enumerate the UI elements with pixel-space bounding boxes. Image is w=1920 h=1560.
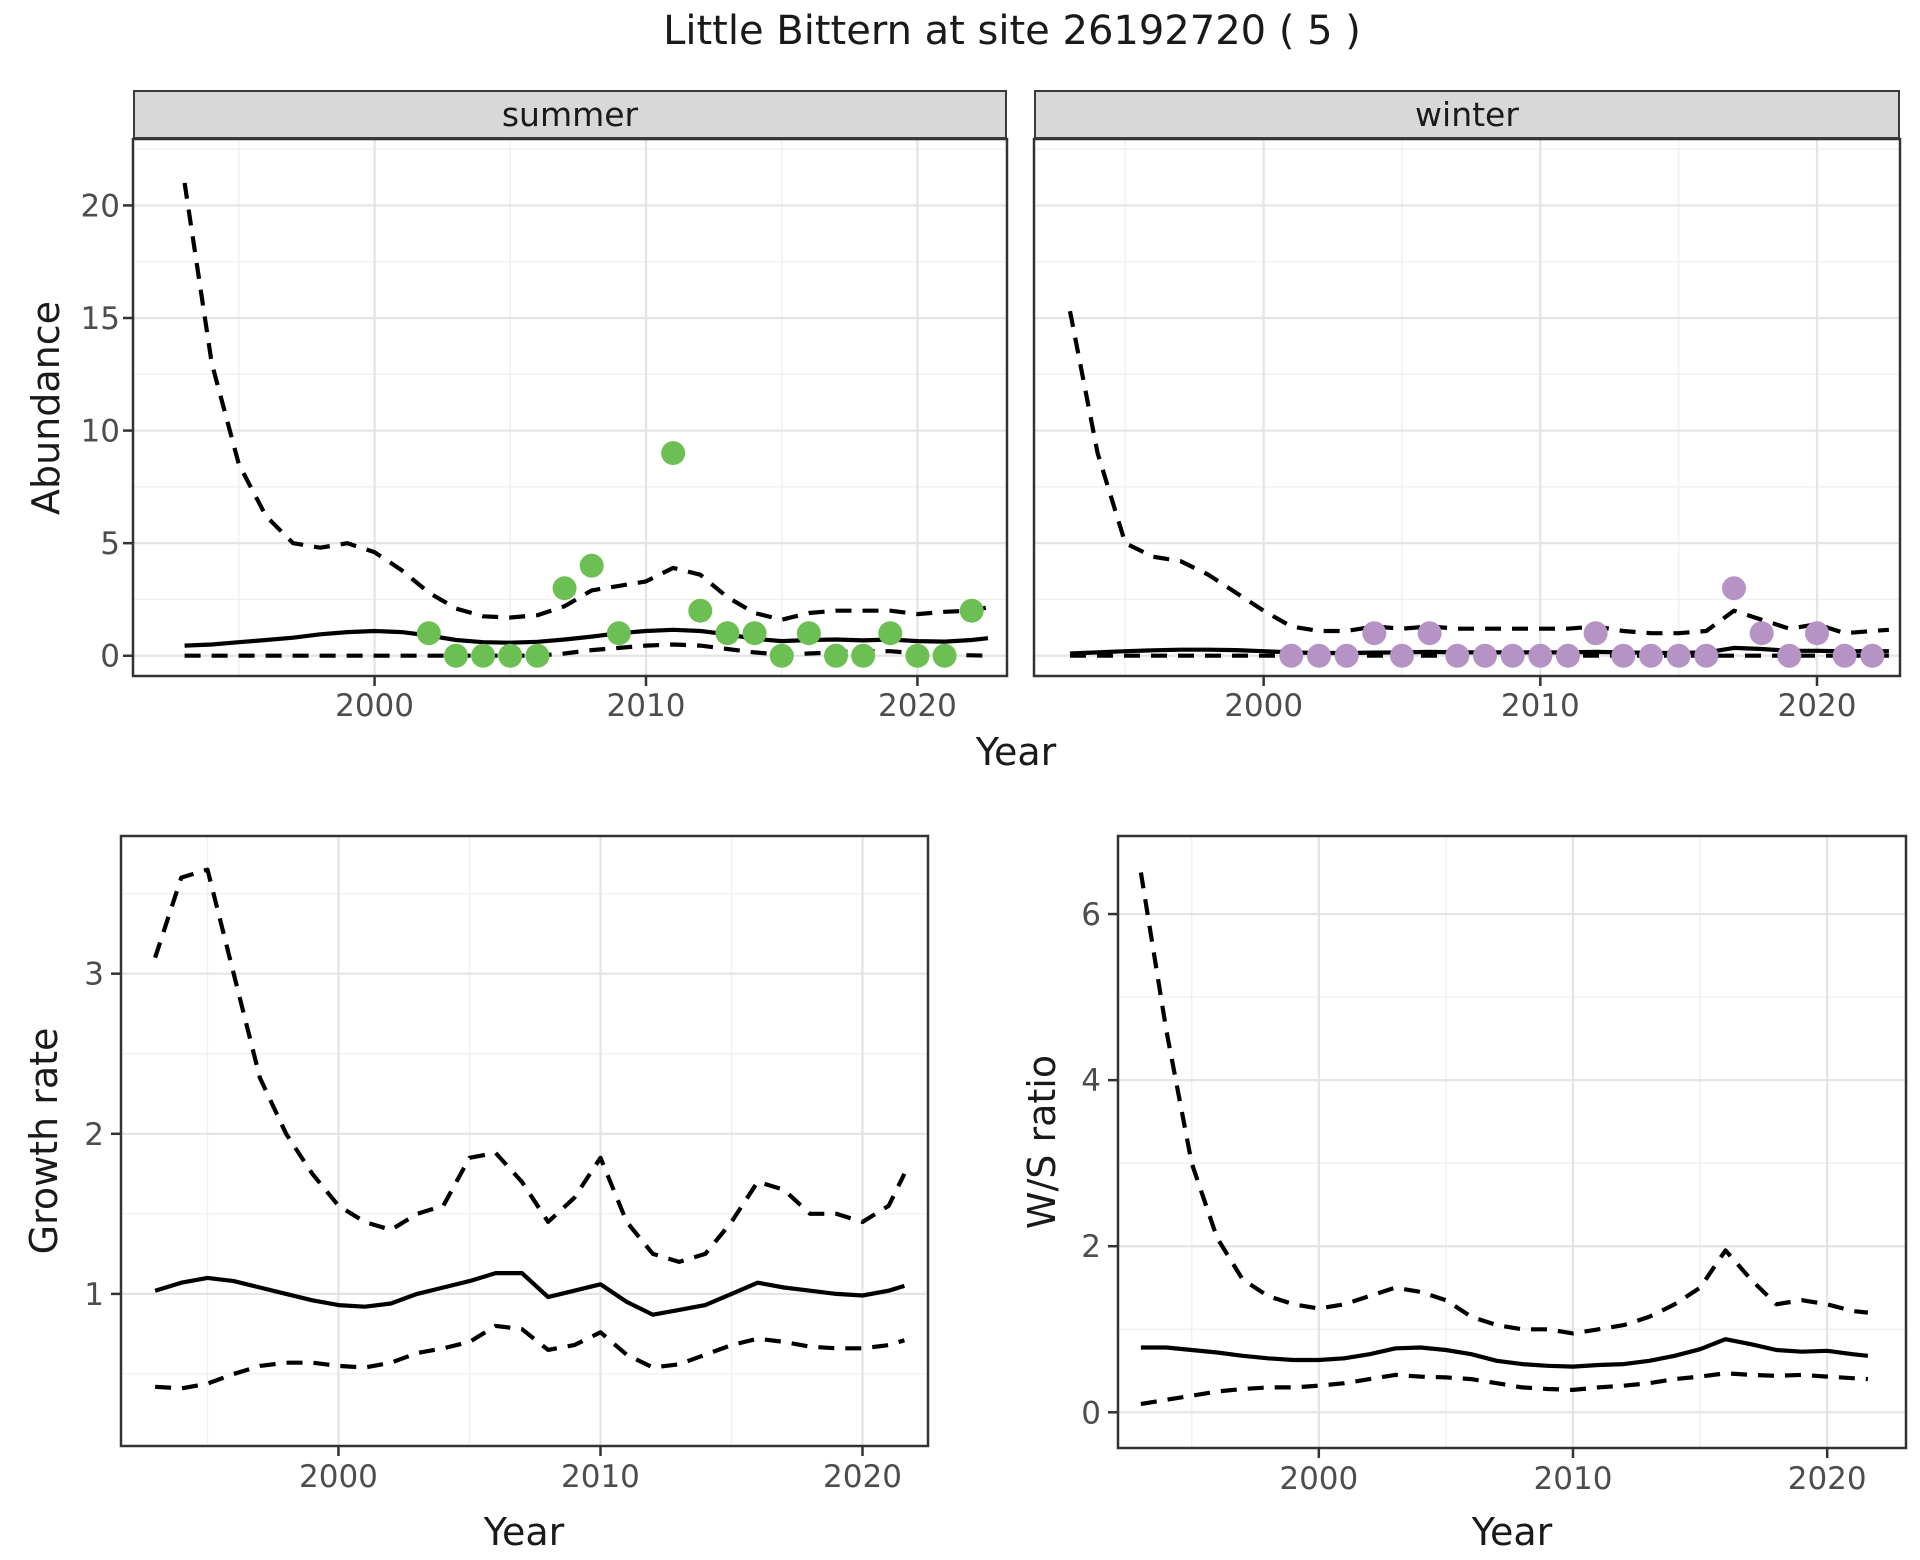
observed-point — [1666, 643, 1691, 668]
y-tick-label: 4 — [1081, 1063, 1101, 1099]
x-tick-label: 2010 — [1501, 688, 1580, 724]
observed-point — [1721, 576, 1746, 601]
x-tick-label: 2020 — [823, 1459, 902, 1495]
observed-point — [851, 643, 876, 668]
observed-point — [1445, 643, 1470, 668]
y-axis-title-growth-rate: Growth rate — [22, 1027, 66, 1255]
y-tick-label: 0 — [100, 639, 120, 675]
observed-point — [1777, 643, 1802, 668]
y-tick-label: 5 — [100, 526, 120, 562]
observed-point — [416, 621, 441, 646]
observed-point — [1279, 643, 1304, 668]
observed-point — [688, 598, 713, 623]
panel-border — [1116, 834, 1908, 1450]
observed-point — [1362, 621, 1387, 646]
x-tick-label: 2020 — [878, 688, 957, 724]
panel-border — [119, 834, 930, 1448]
observed-point — [1638, 643, 1663, 668]
y-tick-label: 15 — [81, 301, 120, 337]
observed-point — [1500, 643, 1525, 668]
panel-growth-rate: 2000 2010 2020 1 2 3 — [84, 834, 930, 1495]
observed-point — [552, 576, 577, 601]
observed-point — [878, 621, 903, 646]
page-title: Little Bittern at site 26192720 ( 5 ) — [663, 8, 1361, 54]
observed-point — [742, 621, 767, 646]
mean-line — [154, 1271, 906, 1317]
observed-point — [1555, 643, 1580, 668]
observed-point — [959, 598, 984, 623]
panel-background — [121, 836, 928, 1446]
mean-line — [1140, 1337, 1869, 1369]
observed-point — [1306, 643, 1331, 668]
observed-point — [715, 621, 740, 646]
y-tick-label: 6 — [1081, 897, 1101, 933]
upper_ci-line — [182, 182, 989, 622]
x-tick-label: 2000 — [1279, 1461, 1358, 1497]
mean-line — [184, 627, 989, 648]
observed-point — [498, 643, 523, 668]
observed-point — [1611, 643, 1636, 668]
upper_ci-line — [1138, 872, 1869, 1336]
observed-point — [1832, 643, 1857, 668]
observed-point — [1528, 643, 1553, 668]
x-axis-title-year-top: Year — [975, 730, 1057, 774]
facet-strip-summer-label: summer — [501, 95, 639, 134]
panel-background — [1118, 836, 1906, 1448]
observed-point — [769, 643, 794, 668]
y-tick-label: 2 — [84, 1117, 104, 1153]
upper_ci-line — [153, 867, 907, 1264]
observed-point — [1389, 643, 1414, 668]
x-tick-label: 2010 — [607, 688, 686, 724]
observed-point — [579, 553, 604, 578]
facet-strip-summer: summer — [133, 90, 1007, 139]
panel-border — [1032, 137, 1902, 678]
y-tick-label: 20 — [81, 188, 120, 224]
y-axis-title-abundance: Abundance — [24, 300, 68, 516]
observed-point — [796, 621, 821, 646]
observed-point — [932, 643, 957, 668]
observed-point — [1694, 643, 1719, 668]
x-tick-label: 2000 — [1224, 688, 1303, 724]
observed-point — [1583, 621, 1608, 646]
panel-border — [131, 137, 1009, 678]
y-tick-label: 3 — [84, 957, 104, 993]
x-tick-label: 2000 — [299, 1459, 378, 1495]
y-axis-title-ws-ratio: W/S ratio — [1020, 1054, 1064, 1230]
y-tick-label: 2 — [1081, 1229, 1101, 1265]
x-axis-title-year-ws: Year — [1471, 1510, 1553, 1554]
observed-point — [1804, 621, 1829, 646]
observed-point — [525, 643, 550, 668]
upper_ci-line — [1067, 310, 1890, 636]
panel-ws-ratio: 2000 2010 2020 0 2 4 6 — [1081, 834, 1908, 1497]
y-tick-label: 0 — [1081, 1395, 1101, 1431]
x-tick-label: 2000 — [335, 688, 414, 724]
x-tick-label: 2020 — [1778, 688, 1857, 724]
x-axis-title-year-growth: Year — [483, 1510, 565, 1554]
panel-abundance-summer: 2000 2010 2020 0 5 10 15 20 — [81, 137, 1009, 724]
y-tick-label: 1 — [84, 1277, 104, 1313]
observed-point — [905, 643, 930, 668]
observed-point — [1860, 643, 1885, 668]
observed-point — [1472, 643, 1497, 668]
observed-point — [1749, 621, 1774, 646]
observed-point — [444, 643, 468, 668]
observed-point — [1334, 643, 1359, 668]
y-tick-label: 10 — [81, 414, 120, 450]
observed-point — [471, 643, 496, 668]
panel-background — [1034, 139, 1900, 676]
panel-abundance-winter: 2000 2010 2020 — [1032, 137, 1902, 724]
x-tick-label: 2020 — [1788, 1461, 1867, 1497]
x-tick-label: 2010 — [561, 1459, 640, 1495]
observed-point — [1417, 621, 1442, 646]
x-tick-label: 2010 — [1534, 1461, 1613, 1497]
facet-strip-winter: winter — [1034, 90, 1900, 139]
observed-point — [661, 441, 686, 466]
facet-strip-winter-label: winter — [1415, 95, 1519, 134]
observed-point — [824, 643, 848, 668]
observed-point — [606, 621, 631, 646]
